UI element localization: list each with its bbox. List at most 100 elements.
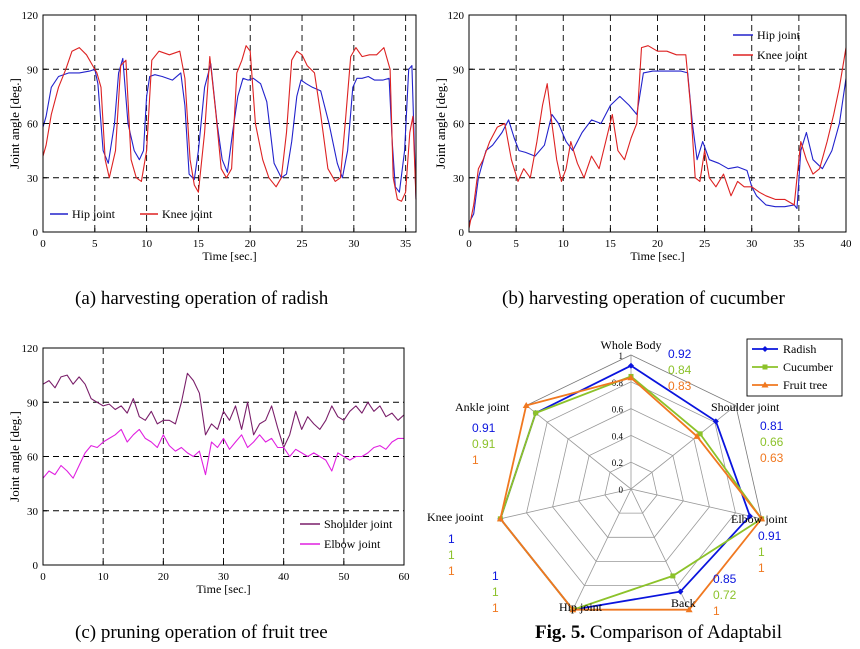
- x-tick-label: 35: [793, 238, 805, 250]
- radar-value-label: 1: [472, 453, 479, 467]
- figure-label: Fig. 5.: [535, 622, 586, 643]
- x-tick-label: 40: [841, 238, 853, 250]
- legend: Hip joint Knee joint: [733, 28, 808, 62]
- y-tick-label: 30: [27, 173, 39, 185]
- legend-marker: [762, 364, 768, 370]
- x-axis-label: Time [sec.]: [196, 582, 250, 596]
- radar-marker: [627, 374, 635, 381]
- radar-value-label: 1: [492, 601, 499, 615]
- y-axis-label: Joint angle [deg.]: [433, 78, 448, 169]
- x-tick-label: 0: [40, 238, 46, 250]
- y-tick-label: 60: [453, 119, 465, 131]
- radar-ring: [526, 381, 736, 586]
- caption-fig: Fig. 5. Comparison of Adaptabil: [535, 622, 782, 644]
- x-tick-label: 30: [218, 571, 230, 583]
- radar-value-label: 0.83: [668, 379, 692, 393]
- x-tick-label: 50: [338, 571, 350, 583]
- x-tick-label: 30: [348, 238, 360, 250]
- radar-marker: [685, 606, 693, 613]
- radar-value-label: 1: [448, 532, 455, 546]
- legend-marker: [762, 346, 768, 352]
- x-tick-label: 20: [158, 571, 170, 583]
- radar-spoke: [630, 405, 737, 490]
- y-axis-label: Joint angle [deg.]: [7, 411, 22, 502]
- caption-c: (c) pruning operation of fruit tree: [75, 622, 328, 643]
- x-tick-label: 5: [513, 238, 519, 250]
- radar-marker: [746, 513, 753, 520]
- legend-marker: [761, 381, 769, 388]
- y-tick-label: 90: [453, 64, 465, 76]
- series-line-hip-joint: [468, 70, 847, 224]
- x-tick-label: 20: [245, 238, 257, 250]
- y-tick-label: 90: [27, 397, 39, 409]
- x-axis-label: Time [sec.]: [202, 249, 256, 263]
- caption-a: (a) harvesting operation of radish: [75, 288, 329, 309]
- x-tick-label: 15: [193, 238, 205, 250]
- radar-axis-label: Ankle joint: [455, 400, 510, 414]
- radar-value-label: 0.91: [472, 437, 496, 451]
- radar-value-label: 1: [758, 545, 765, 559]
- series-line-elbow-joint: [42, 428, 404, 479]
- x-tick-label: 10: [558, 238, 570, 250]
- x-tick-label: 35: [400, 238, 412, 250]
- radar-marker: [697, 431, 703, 437]
- x-axis-label: Time [sec.]: [630, 249, 684, 263]
- x-tick-label: 40: [278, 571, 290, 583]
- line-chart-2: 0 10 20 30 40 50 60 0 30 60 90 120 Time [sec.] Joint …: [7, 343, 410, 596]
- radar-axis-label: Hip joint: [559, 600, 603, 614]
- series-line-shoulder-joint: [42, 372, 405, 449]
- radar-value-label: 0.81: [760, 419, 784, 433]
- radar-series-cucumber: [499, 375, 763, 611]
- caption-b: (b) harvesting operation of cucumber: [502, 288, 785, 309]
- radar-value-label: 0.91: [758, 529, 782, 543]
- y-tick-label: 60: [27, 119, 39, 131]
- radar-marker: [670, 573, 676, 579]
- radar-legend: Radish Cucumber Fruit tree: [746, 338, 843, 397]
- x-tick-label: 25: [297, 238, 309, 250]
- radar-value-label: 1: [492, 585, 499, 599]
- legend: Hip joint Knee joint: [50, 207, 213, 221]
- y-tick-label: 90: [27, 64, 39, 76]
- radar-axis-label: Back: [671, 596, 696, 610]
- radar-r-tick: 0.4: [612, 431, 624, 441]
- legend-label: Hip joint: [72, 207, 116, 221]
- radar-value-label: 0.91: [472, 421, 496, 435]
- radar-value-label: 1: [448, 548, 455, 562]
- radar-axis-label: Shoulder joint: [711, 400, 780, 414]
- radar-spoke: [630, 488, 762, 520]
- radar-marker: [677, 588, 684, 595]
- legend: Shoulder joint Elbow joint: [300, 517, 393, 551]
- radar-series-fruit-tree: [499, 376, 763, 611]
- radar-r-tick: 0: [619, 485, 624, 495]
- y-tick-label: 120: [22, 343, 39, 355]
- radar-ring: [604, 461, 658, 514]
- radar-value-label: 0.72: [713, 588, 737, 602]
- y-tick-label: 60: [27, 452, 39, 464]
- legend-label: Elbow joint: [324, 537, 381, 551]
- radar-value-label: 0.63: [760, 451, 784, 465]
- x-tick-label: 0: [40, 571, 46, 583]
- radar-axis-label: Knee jooint: [427, 510, 484, 524]
- radar-r-tick: 0.8: [612, 378, 624, 388]
- radar-ring: [552, 408, 710, 562]
- radar-value-label: 1: [713, 604, 720, 618]
- series-line-hip-joint: [42, 57, 417, 200]
- radar-axis-label: Elbow joint: [731, 512, 788, 526]
- y-tick-label: 120: [22, 10, 39, 22]
- radar-value-label: 1: [492, 569, 499, 583]
- radar-marker: [569, 606, 577, 613]
- radar-spoke: [525, 405, 632, 490]
- x-tick-label: 5: [92, 238, 98, 250]
- legend-label: Knee joint: [162, 207, 213, 221]
- y-tick-label: 0: [459, 227, 465, 239]
- y-tick-label: 120: [448, 10, 465, 22]
- x-tick-label: 60: [399, 571, 411, 583]
- radar-marker: [628, 362, 634, 369]
- radar-marker: [712, 418, 719, 425]
- y-tick-label: 30: [27, 506, 39, 518]
- legend-label: Fruit tree: [783, 378, 827, 392]
- x-tick-label: 10: [141, 238, 153, 250]
- radar-value-label: 0.84: [668, 363, 692, 377]
